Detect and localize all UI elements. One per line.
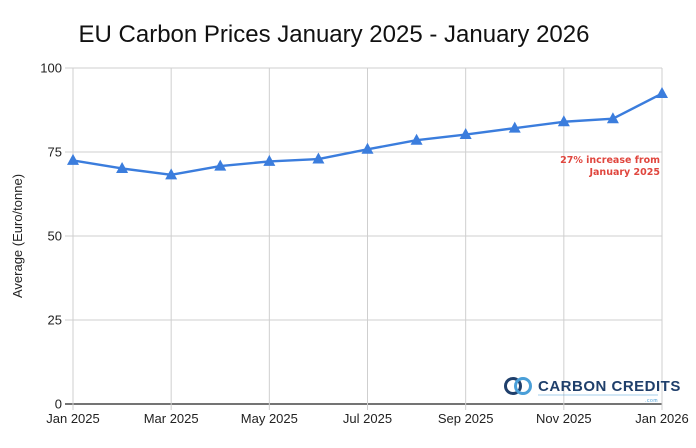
- y-tick-label: 100: [40, 61, 62, 76]
- link-logo-icon: [504, 377, 532, 395]
- y-tick-labels: 0 25 50 75 100: [40, 61, 62, 412]
- x-tick-label: Nov 2025: [536, 411, 592, 426]
- x-tick-label: Sep 2025: [438, 411, 494, 426]
- chart-title: EU Carbon Prices January 2025 - January …: [79, 21, 590, 48]
- y-tick-label: 0: [55, 397, 62, 412]
- data-point-marker: [656, 87, 668, 99]
- y-axis-label: Average (Euro/tonne): [10, 174, 25, 298]
- annotation-line-1: 27% increase from: [560, 155, 660, 166]
- x-tick-label: May 2025: [241, 411, 298, 426]
- grid-lines: [65, 67, 663, 410]
- y-tick-label: 75: [48, 145, 62, 160]
- data-point-marker: [410, 133, 423, 145]
- logo-sub: .com: [645, 398, 658, 404]
- series-group: [67, 87, 668, 180]
- data-point-marker: [67, 153, 79, 165]
- y-tick-label: 50: [48, 229, 62, 244]
- carbon-credits-logo: CARBON CREDITS .com: [504, 377, 681, 404]
- data-point-marker: [606, 112, 619, 124]
- data-point-marker: [116, 161, 129, 173]
- logo-text: CARBON CREDITS: [538, 378, 681, 395]
- data-point-marker: [508, 121, 521, 133]
- data-point-marker: [459, 128, 472, 140]
- data-point-marker: [263, 154, 276, 166]
- data-point-marker: [165, 168, 178, 180]
- data-point-marker: [312, 152, 325, 164]
- x-tick-label: Jan 2026: [635, 411, 689, 426]
- x-tick-labels: Jan 2025 Mar 2025 May 2025 Jul 2025 Sep 2025…: [46, 411, 689, 426]
- data-point-marker: [214, 159, 227, 171]
- data-point-marker: [557, 115, 570, 127]
- x-tick-label: Jul 2025: [343, 411, 392, 426]
- data-point-marker: [361, 142, 374, 154]
- x-tick-label: Mar 2025: [144, 411, 199, 426]
- annotation-line-2: January 2025: [588, 167, 660, 178]
- x-tick-label: Jan 2025: [46, 411, 100, 426]
- y-tick-label: 25: [48, 313, 62, 328]
